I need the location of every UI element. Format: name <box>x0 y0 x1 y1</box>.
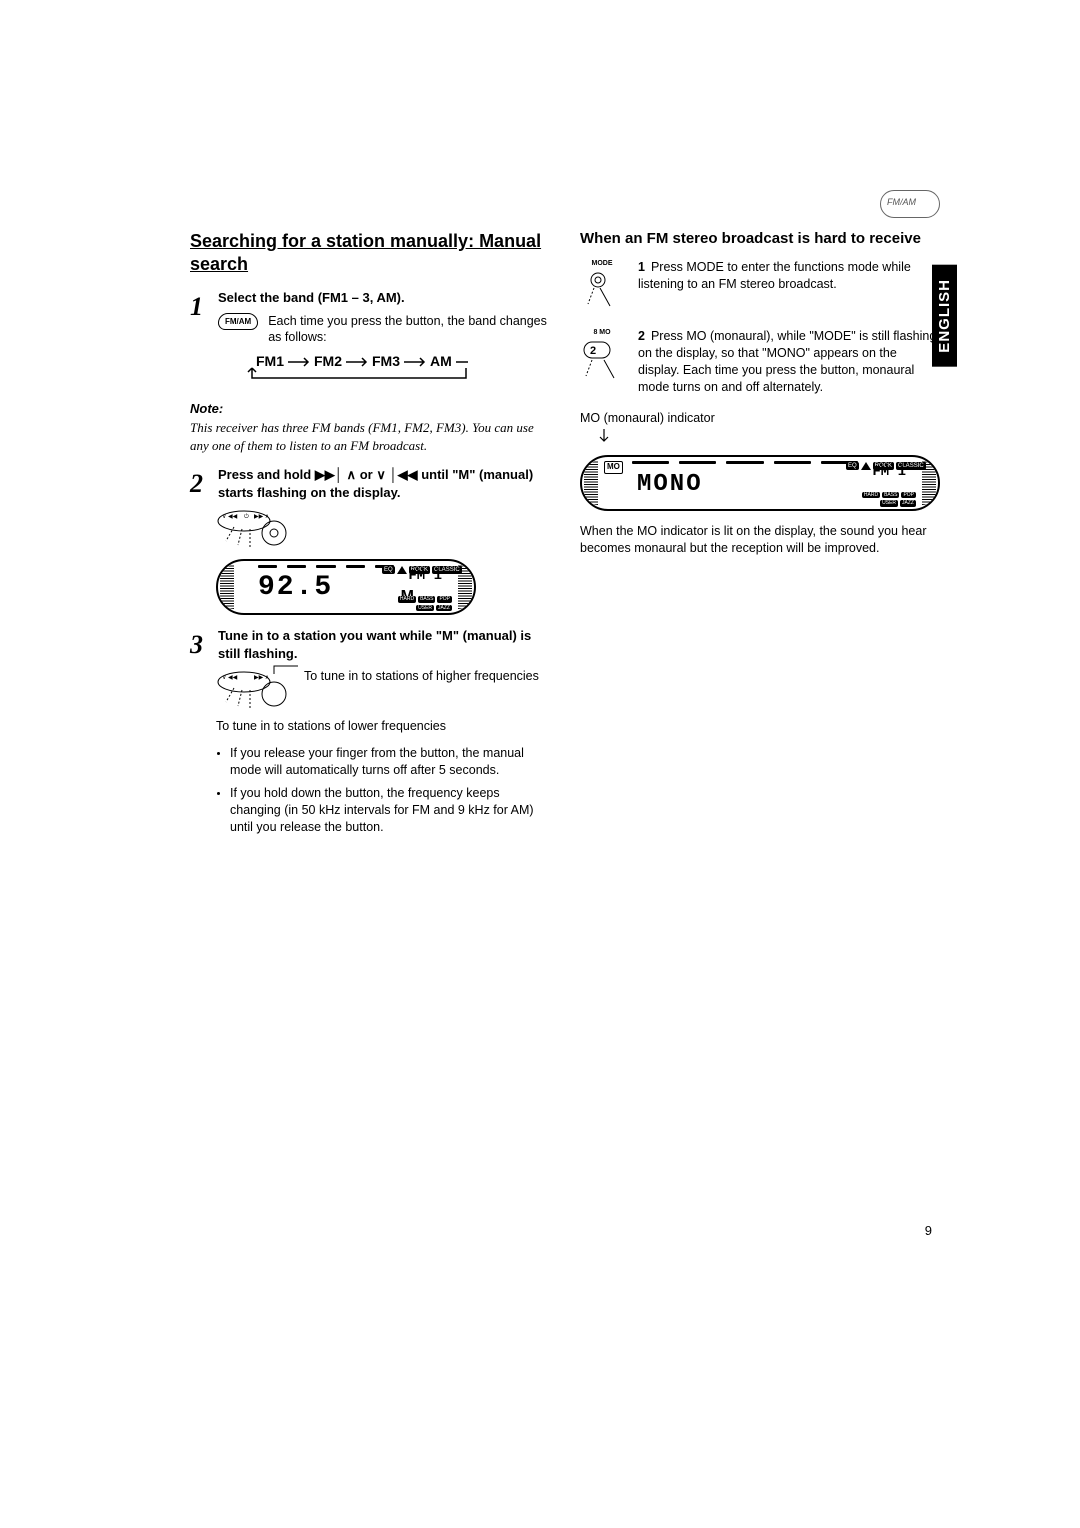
tune-higher-label: To tune in to stations of higher frequen… <box>304 668 539 685</box>
svg-text:∨ ◀◀: ∨ ◀◀ <box>222 675 238 681</box>
step-2-title: Press and hold ▶▶│ ∧ or ∨ │◀◀ until "M" … <box>218 467 533 500</box>
band-flow-svg: FM1 FM2 FM3 AM <box>244 354 474 382</box>
display-band-2: FM 1 <box>872 463 906 482</box>
svg-text:FM3: FM3 <box>372 354 400 369</box>
step-1-number: 1 <box>190 289 218 392</box>
mo-indicator-label: MO (monaural) indicator <box>580 410 940 427</box>
note-hold: If you hold down the button, the frequen… <box>230 785 550 836</box>
svg-text:2: 2 <box>590 345 596 357</box>
tune-higher-row: ∨ ◀◀ ▶▶ ∧ To tune in to stations of high… <box>216 668 550 714</box>
fm-hard-heading: When an FM stereo broadcast is hard to r… <box>580 230 940 249</box>
step-1-desc: Each time you press the button, the band… <box>268 313 550 347</box>
step-2-number: 2 <box>190 466 218 501</box>
right-step-1: MODE 1Press MODE to enter the functions … <box>580 259 940 314</box>
right-step-2-text: Press MO (monaural), while "MODE" is sti… <box>638 329 936 394</box>
mo-badge: MO <box>604 461 623 474</box>
svg-text:FM2: FM2 <box>314 354 342 369</box>
mo-indicator-arrow-icon <box>598 429 628 445</box>
fm-am-button-icon: FM/AM <box>218 313 258 331</box>
mode-button-icon: MODE <box>580 259 624 314</box>
page-content: Searching for a station manually: Manual… <box>190 230 940 844</box>
step-1-title: Select the band (FM1 – 3, AM). <box>218 290 405 305</box>
fm-am-badge-label: FM/AM <box>887 197 916 207</box>
svg-text:▶▶ ∧: ▶▶ ∧ <box>254 675 269 681</box>
mono-explanation: When the MO indicator is lit on the disp… <box>580 523 940 557</box>
svg-text:⏻: ⏻ <box>244 513 249 520</box>
manual-search-heading: Searching for a station manually: Manual… <box>190 230 550 275</box>
step-3-title: Tune in to a station you want while "M" … <box>218 628 531 661</box>
mo-button-icon: 8 MO 2 <box>580 328 624 396</box>
step-2: 2 Press and hold ▶▶│ ∧ or ∨ │◀◀ until "M… <box>190 466 550 501</box>
note-label: Note: <box>190 400 550 418</box>
step-3-number: 3 <box>190 627 218 662</box>
step-3-notes: If you release your finger from the butt… <box>230 745 550 835</box>
right-column: When an FM stereo broadcast is hard to r… <box>580 230 940 844</box>
tune-lower-label: To tune in to stations of lower frequenc… <box>216 718 550 735</box>
lcd-display-freq: EQROCKCLASSIC 92.5 M FM 1 HARDBASSPOPUSE… <box>216 559 476 615</box>
fm-am-badge: FM/AM <box>880 190 940 218</box>
page-number: 9 <box>925 1223 932 1238</box>
left-column: Searching for a station manually: Manual… <box>190 230 550 844</box>
right-step-1-text: Press MODE to enter the functions mode w… <box>638 260 911 291</box>
band-flow-diagram: FM1 FM2 FM3 AM <box>244 354 550 387</box>
display-band-1: FM 1 <box>408 567 442 586</box>
right-step-1-num: 1 <box>638 260 645 274</box>
display-frequency: 92.5 <box>258 569 333 607</box>
display-mono-text: MONO <box>637 469 703 501</box>
lcd-display-mono: MO EQROCKCLASSIC MONO FM 1 HARDBASSPOPUS… <box>580 455 940 511</box>
step-1: 1 Select the band (FM1 – 3, AM). FM/AM E… <box>190 289 550 392</box>
knob-sketch-1: ∨ ◀◀ ⏻ ▶▶ ∧ <box>216 507 296 553</box>
step-3: 3 Tune in to a station you want while "M… <box>190 627 550 662</box>
note-release: If you release your finger from the butt… <box>230 745 550 779</box>
svg-text:▶▶ ∧: ▶▶ ∧ <box>254 514 269 520</box>
ffwd-up-icon: ▶▶│ ∧ <box>315 467 356 482</box>
svg-text:AM: AM <box>430 354 452 369</box>
right-step-2-num: 2 <box>638 329 645 343</box>
svg-text:∨ ◀◀: ∨ ◀◀ <box>222 514 238 520</box>
note-body: This receiver has three FM bands (FM1, F… <box>190 419 550 454</box>
right-step-2: 8 MO 2 2Press MO (monaural), while "MODE… <box>580 328 940 396</box>
down-rew-icon: ∨ │◀◀ <box>376 467 417 482</box>
svg-text:FM1: FM1 <box>256 354 284 369</box>
